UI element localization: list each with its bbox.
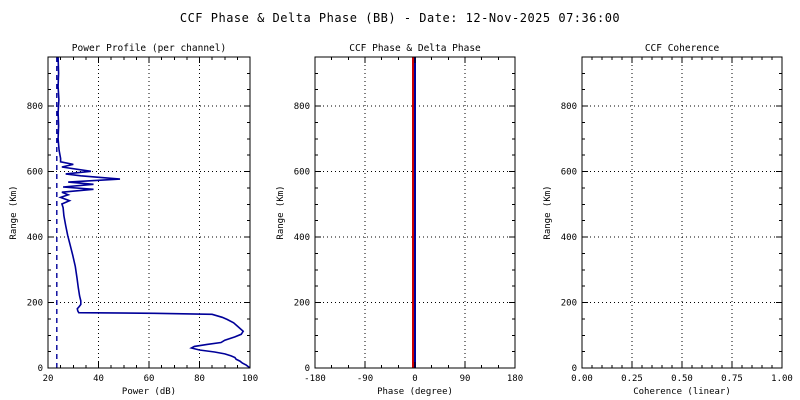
chart-panel: CCF Phase & Delta Phase -180 -90 0 90 180 Phas… bbox=[276, 43, 523, 397]
x-tick-label: 0.00 bbox=[571, 374, 593, 384]
chart-panel: Power Profile (per channel) 20 40 60 80 100 Po… bbox=[9, 43, 258, 397]
x-axis-label: Coherence (linear) bbox=[633, 387, 731, 397]
chart-panel: CCF Coherence 0.00 0.25 0.50 0.75 1.00 Coheren… bbox=[543, 43, 793, 397]
y-tick-label: 200 bbox=[27, 299, 43, 309]
x-tick-label: 20 bbox=[43, 374, 54, 384]
y-tick-label: 200 bbox=[294, 299, 310, 309]
y-tick-label: 800 bbox=[561, 102, 577, 112]
y-tick-label: 0 bbox=[305, 364, 310, 374]
x-tick-label: 180 bbox=[507, 374, 523, 384]
y-axis-label: Range (Km) bbox=[276, 185, 286, 239]
y-tick-label: 200 bbox=[561, 299, 577, 309]
panel-title: Power Profile (per channel) bbox=[72, 43, 226, 54]
y-axis-label: Range (Km) bbox=[543, 185, 553, 239]
y-tick-label: 0 bbox=[572, 364, 577, 374]
panel-title: CCF Phase & Delta Phase bbox=[349, 43, 481, 54]
y-axis-label: Range (Km) bbox=[9, 185, 19, 239]
x-tick-label: 90 bbox=[460, 374, 471, 384]
x-tick-label: 60 bbox=[144, 374, 155, 384]
panel-title: CCF Coherence bbox=[645, 43, 720, 54]
y-tick-label: 800 bbox=[294, 102, 310, 112]
x-tick-label: 0.50 bbox=[671, 374, 693, 384]
y-tick-label: 600 bbox=[561, 168, 577, 178]
y-tick-label: 600 bbox=[294, 168, 310, 178]
series-power-profile bbox=[57, 56, 251, 369]
x-tick-label: 40 bbox=[93, 374, 104, 384]
x-axis-label: Power (dB) bbox=[122, 387, 176, 397]
y-tick-label: 800 bbox=[27, 102, 43, 112]
main-title: CCF Phase & Delta Phase (BB) - Date: 12-… bbox=[179, 11, 621, 25]
x-tick-label: 0.75 bbox=[721, 374, 743, 384]
x-tick-label: -180 bbox=[304, 374, 326, 384]
x-tick-label: 100 bbox=[242, 374, 258, 384]
y-tick-label: 400 bbox=[294, 233, 310, 243]
x-tick-label: 1.00 bbox=[771, 374, 793, 384]
x-tick-label: 0.25 bbox=[621, 374, 643, 384]
y-tick-label: 400 bbox=[561, 233, 577, 243]
x-tick-label: 0 bbox=[412, 374, 417, 384]
y-tick-label: 0 bbox=[38, 364, 43, 374]
x-tick-label: 80 bbox=[194, 374, 205, 384]
y-tick-label: 600 bbox=[27, 168, 43, 178]
x-axis-label: Phase (degree) bbox=[377, 387, 453, 397]
y-tick-label: 400 bbox=[27, 233, 43, 243]
x-tick-label: -90 bbox=[357, 374, 373, 384]
